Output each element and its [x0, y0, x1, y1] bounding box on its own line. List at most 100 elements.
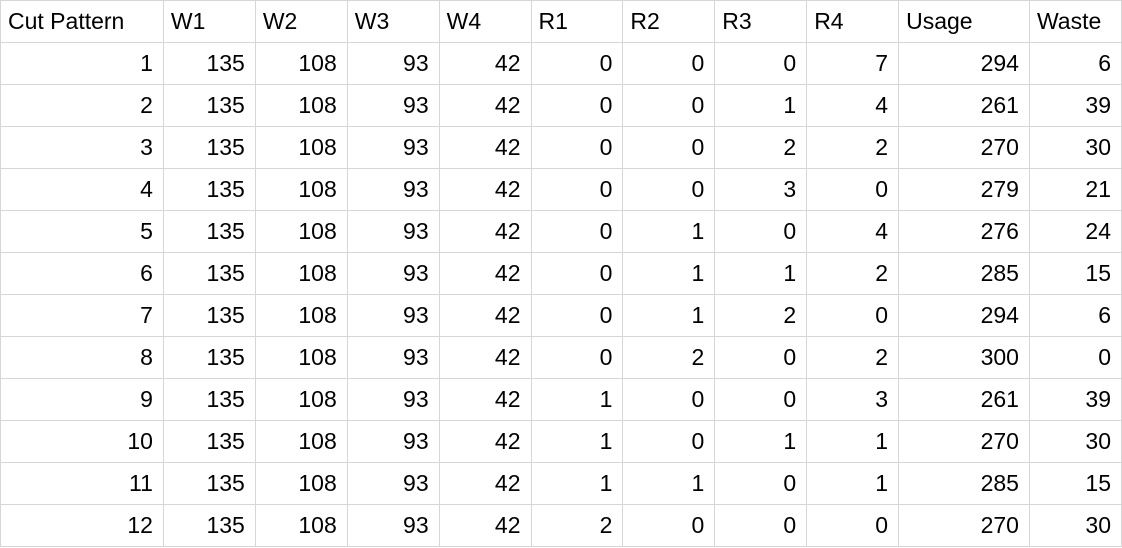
table-cell[interactable]: 108	[254, 42, 348, 85]
table-cell[interactable]: 9	[0, 378, 164, 421]
table-cell[interactable]: 4	[806, 84, 900, 127]
table-cell[interactable]: 0	[530, 168, 624, 211]
table-cell[interactable]: 42	[438, 84, 532, 127]
table-cell[interactable]: 135	[162, 462, 256, 505]
table-cell[interactable]: 2	[530, 504, 624, 547]
table-cell[interactable]: 0	[530, 210, 624, 253]
header-cell[interactable]: Cut Pattern	[0, 0, 164, 43]
header-cell[interactable]: W1	[162, 0, 256, 43]
table-cell[interactable]: 1	[714, 420, 808, 463]
table-cell[interactable]: 42	[438, 168, 532, 211]
table-cell[interactable]: 93	[346, 336, 440, 379]
table-cell[interactable]: 42	[438, 378, 532, 421]
table-cell[interactable]: 1	[0, 42, 164, 85]
header-cell[interactable]: R1	[530, 0, 624, 43]
table-cell[interactable]: 15	[1028, 462, 1122, 505]
table-cell[interactable]: 11	[0, 462, 164, 505]
table-cell[interactable]: 108	[254, 504, 348, 547]
table-cell[interactable]: 0	[806, 294, 900, 337]
table-cell[interactable]: 2	[806, 252, 900, 295]
table-cell[interactable]: 12	[0, 504, 164, 547]
table-cell[interactable]: 39	[1028, 378, 1122, 421]
table-cell[interactable]: 93	[346, 210, 440, 253]
table-cell[interactable]: 42	[438, 462, 532, 505]
table-cell[interactable]: 1	[622, 462, 716, 505]
header-cell[interactable]: R4	[806, 0, 900, 43]
table-cell[interactable]: 93	[346, 504, 440, 547]
table-cell[interactable]: 108	[254, 462, 348, 505]
table-cell[interactable]: 261	[898, 378, 1030, 421]
table-cell[interactable]: 108	[254, 420, 348, 463]
table-cell[interactable]: 0	[622, 378, 716, 421]
table-cell[interactable]: 3	[806, 378, 900, 421]
table-cell[interactable]: 42	[438, 252, 532, 295]
table-cell[interactable]: 135	[162, 378, 256, 421]
table-cell[interactable]: 135	[162, 210, 256, 253]
table-cell[interactable]: 1	[806, 462, 900, 505]
table-cell[interactable]: 285	[898, 462, 1030, 505]
table-cell[interactable]: 7	[0, 294, 164, 337]
table-cell[interactable]: 0	[622, 126, 716, 169]
table-cell[interactable]: 42	[438, 504, 532, 547]
table-cell[interactable]: 93	[346, 294, 440, 337]
table-cell[interactable]: 2	[714, 294, 808, 337]
table-cell[interactable]: 93	[346, 420, 440, 463]
header-cell[interactable]: R2	[622, 0, 716, 43]
table-cell[interactable]: 15	[1028, 252, 1122, 295]
table-cell[interactable]: 93	[346, 126, 440, 169]
header-cell[interactable]: Usage	[898, 0, 1030, 43]
table-cell[interactable]: 261	[898, 84, 1030, 127]
table-cell[interactable]: 108	[254, 378, 348, 421]
table-cell[interactable]: 135	[162, 252, 256, 295]
table-cell[interactable]: 108	[254, 126, 348, 169]
table-cell[interactable]: 108	[254, 84, 348, 127]
table-cell[interactable]: 108	[254, 168, 348, 211]
table-cell[interactable]: 0	[714, 336, 808, 379]
table-cell[interactable]: 42	[438, 294, 532, 337]
table-cell[interactable]: 135	[162, 168, 256, 211]
table-cell[interactable]: 108	[254, 336, 348, 379]
table-cell[interactable]: 135	[162, 294, 256, 337]
table-cell[interactable]: 294	[898, 294, 1030, 337]
table-cell[interactable]: 0	[714, 378, 808, 421]
table-cell[interactable]: 135	[162, 42, 256, 85]
table-cell[interactable]: 7	[806, 42, 900, 85]
table-cell[interactable]: 135	[162, 126, 256, 169]
table-cell[interactable]: 276	[898, 210, 1030, 253]
table-cell[interactable]: 270	[898, 504, 1030, 547]
table-cell[interactable]: 93	[346, 168, 440, 211]
table-cell[interactable]: 4	[806, 210, 900, 253]
table-cell[interactable]: 42	[438, 42, 532, 85]
table-cell[interactable]: 0	[714, 210, 808, 253]
table-cell[interactable]: 30	[1028, 504, 1122, 547]
table-cell[interactable]: 42	[438, 210, 532, 253]
table-cell[interactable]: 300	[898, 336, 1030, 379]
table-cell[interactable]: 93	[346, 462, 440, 505]
header-cell[interactable]: W3	[346, 0, 440, 43]
header-cell[interactable]: W4	[438, 0, 532, 43]
table-cell[interactable]: 6	[1028, 294, 1122, 337]
table-cell[interactable]: 270	[898, 126, 1030, 169]
table-cell[interactable]: 39	[1028, 84, 1122, 127]
table-cell[interactable]: 1	[806, 420, 900, 463]
table-cell[interactable]: 2	[806, 336, 900, 379]
table-cell[interactable]: 135	[162, 420, 256, 463]
table-cell[interactable]: 42	[438, 420, 532, 463]
table-cell[interactable]: 0	[530, 252, 624, 295]
table-cell[interactable]: 0	[806, 168, 900, 211]
table-cell[interactable]: 30	[1028, 126, 1122, 169]
table-cell[interactable]: 0	[622, 420, 716, 463]
table-cell[interactable]: 0	[714, 504, 808, 547]
table-cell[interactable]: 93	[346, 378, 440, 421]
table-cell[interactable]: 1	[622, 252, 716, 295]
table-cell[interactable]: 0	[530, 126, 624, 169]
table-cell[interactable]: 1	[714, 84, 808, 127]
table-cell[interactable]: 1	[530, 378, 624, 421]
table-cell[interactable]: 2	[806, 126, 900, 169]
table-cell[interactable]: 2	[714, 126, 808, 169]
table-cell[interactable]: 93	[346, 252, 440, 295]
table-cell[interactable]: 93	[346, 42, 440, 85]
table-cell[interactable]: 3	[714, 168, 808, 211]
table-cell[interactable]: 108	[254, 210, 348, 253]
table-cell[interactable]: 1	[622, 294, 716, 337]
